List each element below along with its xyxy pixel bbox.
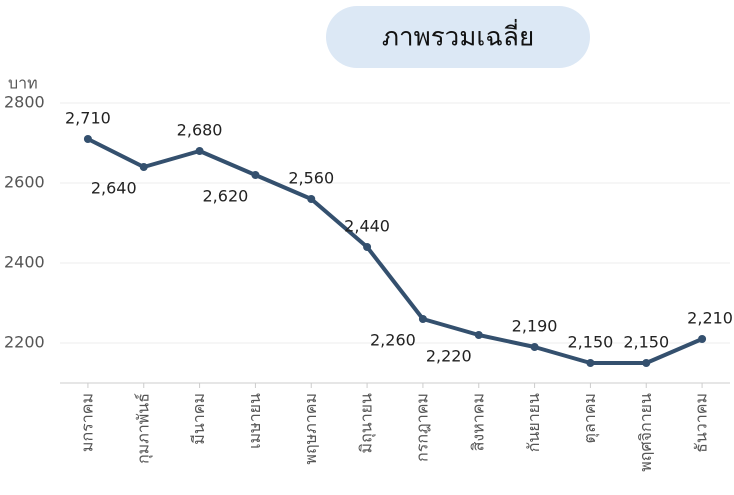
y-tick-label: 2400 bbox=[4, 253, 45, 272]
data-label: 2,560 bbox=[288, 169, 334, 188]
data-label: 2,150 bbox=[568, 333, 614, 352]
data-label: 2,210 bbox=[687, 309, 733, 328]
point bbox=[307, 195, 316, 203]
x-tick-label: ธันวาคม bbox=[692, 393, 711, 453]
point bbox=[530, 343, 539, 351]
point bbox=[418, 315, 427, 323]
point bbox=[642, 359, 651, 367]
data-label: 2,260 bbox=[370, 331, 416, 350]
data-label: 2,150 bbox=[623, 333, 669, 352]
x-tick-label: มิถุนายน bbox=[357, 393, 377, 454]
data-label: 2,710 bbox=[65, 109, 111, 128]
y-tick-label: 2200 bbox=[4, 333, 45, 352]
data-label: 2,640 bbox=[91, 179, 137, 198]
data-label: 2,190 bbox=[512, 317, 558, 336]
data-label: 2,440 bbox=[344, 217, 390, 236]
point bbox=[251, 171, 260, 179]
x-tick-label: มีนาคม bbox=[189, 393, 208, 445]
data-label: 2,220 bbox=[426, 347, 472, 366]
y-axis-label: บาท bbox=[8, 74, 38, 93]
x-tick-label: กุมภาพันธ์ bbox=[133, 393, 153, 464]
data-label: 2,680 bbox=[177, 121, 223, 140]
point bbox=[698, 335, 707, 343]
point bbox=[586, 359, 595, 367]
point bbox=[363, 243, 372, 251]
x-tick-label: เมษายน bbox=[245, 393, 264, 449]
title-pill bbox=[326, 6, 590, 68]
y-tick-label: 2800 bbox=[4, 93, 45, 112]
x-tick-label: พฤษภาคม bbox=[301, 393, 320, 465]
series-line bbox=[87, 137, 703, 365]
x-tick-label: กันยายน bbox=[524, 393, 543, 452]
x-tick-label: ตุลาคม bbox=[580, 393, 600, 443]
point bbox=[474, 331, 483, 339]
point bbox=[195, 147, 204, 155]
x-tick-label: มกราคม bbox=[77, 393, 96, 452]
point bbox=[139, 163, 148, 171]
chart-title: ภาพรวมเฉลี่ย bbox=[382, 19, 534, 53]
x-tick-label: พฤศจิกายน bbox=[636, 393, 655, 472]
y-tick-label: 2600 bbox=[4, 173, 45, 192]
x-tick-label: กรกฎาคม bbox=[412, 393, 431, 462]
x-tick-label: สิงหาคม bbox=[468, 393, 487, 451]
point bbox=[83, 135, 92, 143]
data-label: 2,620 bbox=[203, 187, 249, 206]
